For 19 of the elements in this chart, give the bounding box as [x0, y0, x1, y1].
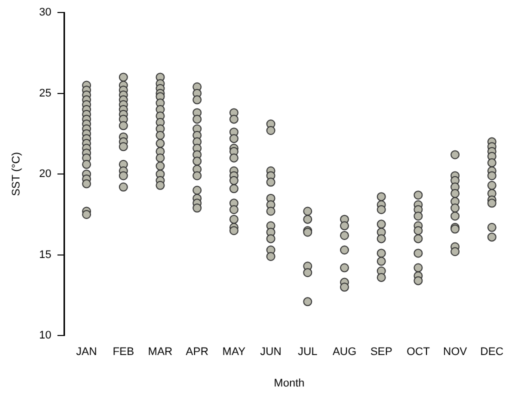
- x-tick-label: MAY: [222, 346, 246, 358]
- y-tick-label: 10: [39, 330, 52, 342]
- x-tick-label: JUN: [260, 346, 282, 358]
- x-tick-label: FEB: [112, 346, 134, 358]
- y-tick-label: 15: [39, 248, 52, 261]
- y-tick-label: 25: [39, 87, 52, 100]
- x-tick-label: APR: [186, 346, 208, 358]
- x-tick-label: JUL: [298, 346, 318, 358]
- x-tick-label: DEC: [480, 346, 504, 358]
- x-axis-title: Month: [274, 377, 305, 390]
- x-tick-label: SEP: [370, 346, 392, 358]
- x-tick-label: OCT: [406, 346, 430, 358]
- y-axis-title: SST (°C): [10, 152, 23, 196]
- x-tick-label: NOV: [443, 346, 468, 358]
- y-tick-label: 20: [39, 168, 52, 180]
- y-tick-label: 30: [39, 6, 52, 19]
- x-tick-label: AUG: [332, 346, 356, 358]
- x-tick-label: JAN: [76, 346, 97, 358]
- x-tick-label: MAR: [148, 346, 173, 358]
